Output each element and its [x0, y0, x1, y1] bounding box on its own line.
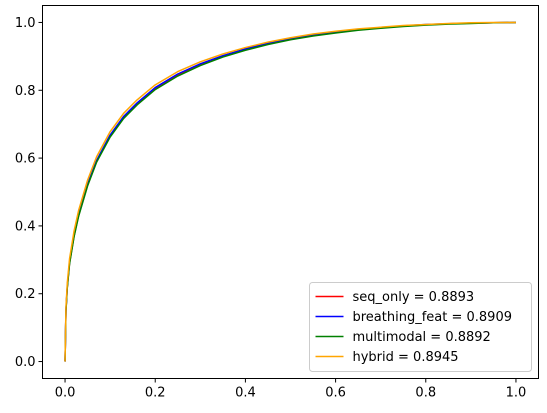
- y-tick-label: 0.4: [15, 219, 36, 234]
- series-line-2: [64, 21, 516, 362]
- y-axis: 0.0 0.2 0.4 0.6 0.8 1.0: [15, 16, 43, 370]
- y-tick-label: 0.2: [15, 287, 36, 302]
- x-tick-label: 0.8: [415, 386, 436, 401]
- plot-lines: [64, 21, 516, 362]
- legend-label-2: multimodal = 0.8892: [353, 330, 491, 345]
- legend-label-3: hybrid = 0.8945: [353, 350, 459, 365]
- y-tick-label: 1.0: [15, 16, 36, 31]
- axes-frame: [42, 5, 539, 379]
- legend-label-0: seq_only = 0.8893: [353, 290, 475, 305]
- x-axis: 0.0 0.2 0.4 0.6 0.8 1.0: [55, 378, 527, 401]
- y-tick-label: 0.0: [15, 355, 36, 370]
- y-tick-label: 0.8: [15, 84, 36, 99]
- y-tick-label: 0.6: [15, 152, 36, 167]
- series-line-3: [64, 21, 516, 362]
- legend-box: [309, 282, 532, 372]
- x-tick-label: 0.2: [145, 386, 166, 401]
- x-tick-label: 0.0: [55, 386, 76, 401]
- x-tick-label: 0.6: [325, 386, 346, 401]
- legend-label-1: breathing_feat = 0.8909: [353, 310, 513, 325]
- x-tick-label: 0.4: [235, 386, 256, 401]
- legend: seq_only = 0.8893 breathing_feat = 0.8909…: [309, 282, 532, 372]
- x-tick-label: 1.0: [506, 386, 527, 401]
